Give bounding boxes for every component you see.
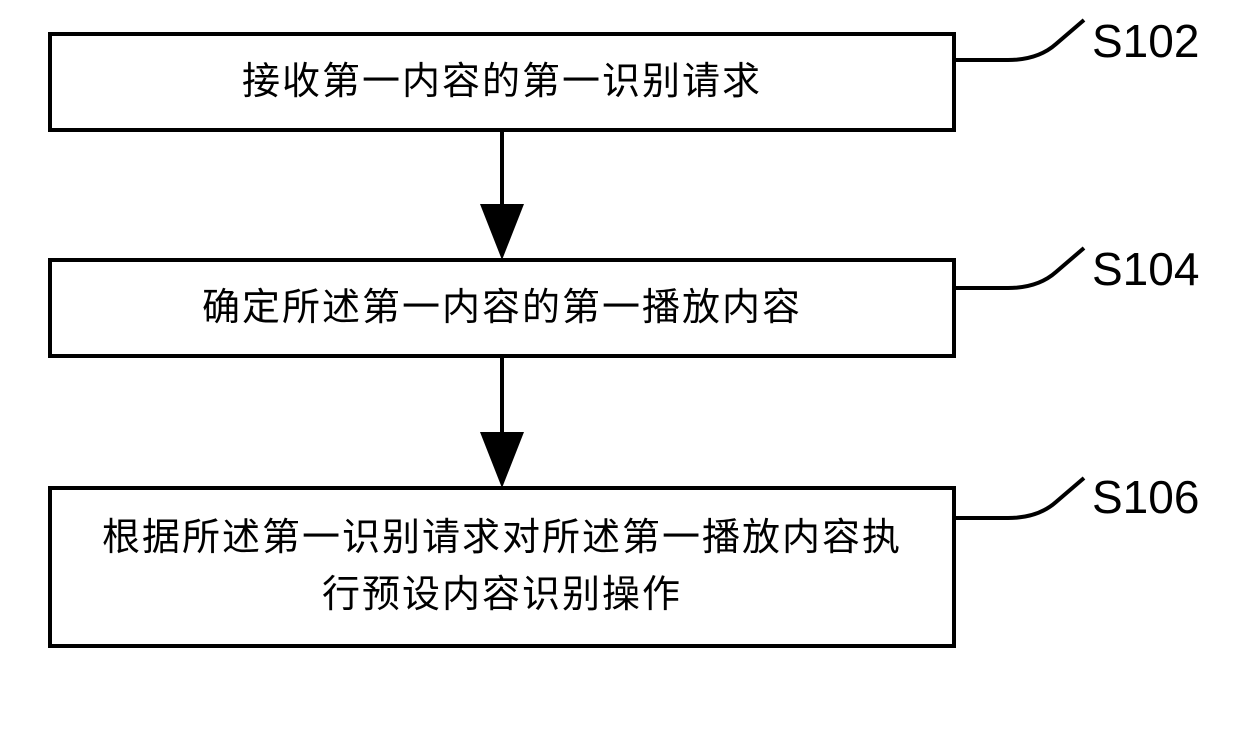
node-text: 确定所述第一内容的第一播放内容 xyxy=(202,280,802,337)
node-text: 接收第一内容的第一识别请求 xyxy=(242,54,762,111)
node-text: 根据所述第一识别请求对所述第一播放内容执行预设内容识别操作 xyxy=(92,510,912,624)
flowchart-node-s104: 确定所述第一内容的第一播放内容 xyxy=(48,258,956,358)
node-label-s106: S106 xyxy=(1092,470,1199,524)
node-label-s104: S104 xyxy=(1092,242,1199,296)
node-label-s102: S102 xyxy=(1092,14,1199,68)
flowchart-node-s102: 接收第一内容的第一识别请求 xyxy=(48,32,956,132)
flowchart-node-s106: 根据所述第一识别请求对所述第一播放内容执行预设内容识别操作 xyxy=(48,486,956,648)
